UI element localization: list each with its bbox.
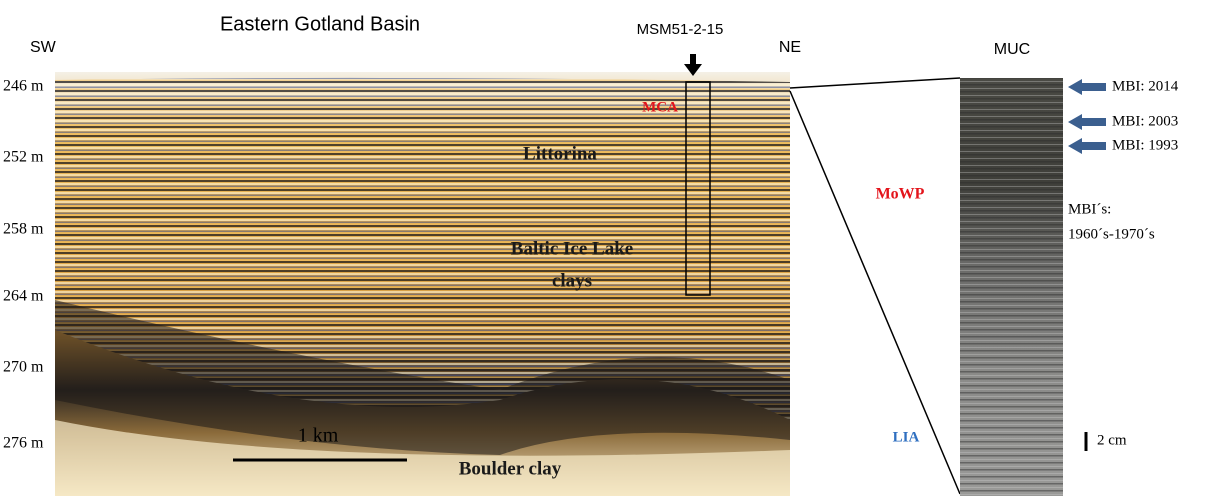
unit-baltic: clays: [552, 270, 592, 291]
zoom-line: [790, 91, 960, 494]
depth-label: 276 m: [3, 435, 44, 452]
scale-label: 1 km: [298, 425, 339, 447]
unit-baltic: Baltic Ice Lake: [511, 238, 633, 259]
period-mowp: MoWP: [876, 186, 925, 203]
period-lia: LIA: [893, 429, 920, 445]
core-laminae: [960, 78, 1063, 496]
sw-label: SW: [30, 39, 57, 56]
event-label: MBI: 2003: [1112, 113, 1178, 129]
seismic-profile: [55, 72, 790, 496]
unit-mca: MCA: [642, 99, 678, 115]
event-label: MBI: 2014: [1112, 78, 1179, 94]
profile-title: Eastern Gotland Basin: [220, 13, 420, 35]
mbi-events: MBI: 2014 MBI: 2003 MBI: 1993: [1068, 78, 1179, 154]
unit-boulder: Boulder clay: [459, 458, 562, 479]
unit-littorina: Littorina: [523, 143, 597, 164]
event-arrow: [1068, 79, 1106, 95]
depth-labels: 246 m 252 m 258 m 264 m 270 m 276 m: [3, 78, 44, 452]
depth-label: 252 m: [3, 149, 44, 166]
event-label: MBI: 1993: [1112, 137, 1178, 153]
core-site-label: MSM51-2-15: [637, 21, 724, 38]
figure: Eastern Gotland Basin SW NE MSM51-2-15 2…: [0, 0, 1217, 496]
ne-label: NE: [779, 39, 801, 56]
event-arrow: [1068, 138, 1106, 154]
depth-label: 246 m: [3, 78, 44, 95]
depth-label: 258 m: [3, 221, 44, 238]
zoom-line: [790, 78, 960, 88]
mbi-note: 1960´s-1970´s: [1068, 226, 1155, 242]
depth-label: 264 m: [3, 288, 44, 305]
core-title: MUC: [994, 41, 1030, 58]
depth-label: 270 m: [3, 359, 44, 376]
event-arrow: [1068, 114, 1106, 130]
mbi-note: MBI´s:: [1068, 201, 1111, 217]
core-scale-label: 2 cm: [1097, 432, 1127, 448]
